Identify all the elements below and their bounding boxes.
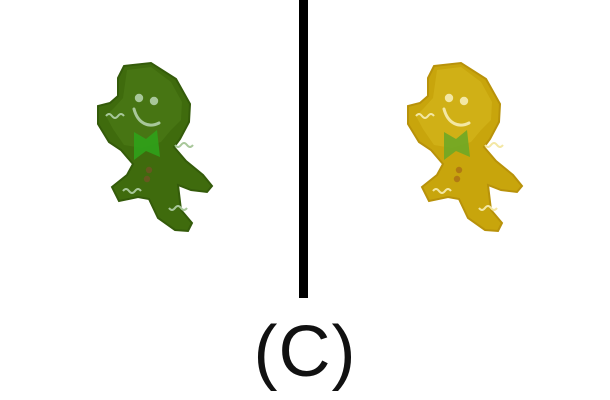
vertical-divider (299, 0, 308, 298)
gingerbread-eye-left (134, 93, 144, 103)
left-image-panel (0, 0, 300, 300)
figure-label: (C) (253, 312, 357, 392)
gingerbread-icing-leg-left (122, 188, 142, 194)
gingerbread-button-1 (455, 166, 463, 174)
gingerbread-figure (97, 61, 214, 233)
gingerbread-figure (407, 61, 524, 233)
gingerbread-bow (134, 130, 160, 160)
gingerbread-icing-arm-left (105, 113, 125, 119)
gingerbread-smile (442, 107, 471, 127)
gingerbread-shading (106, 67, 182, 148)
green-gingerbread-icon (97, 61, 214, 233)
gingerbread-icing-arm-right (174, 142, 194, 148)
right-image-panel (310, 0, 610, 300)
gingerbread-smile (132, 107, 161, 127)
gingerbread-button-2 (453, 175, 461, 183)
gingerbread-button-2 (143, 175, 151, 183)
yellow-gingerbread-icon (407, 61, 524, 233)
gingerbread-icing-arm-left (415, 113, 435, 119)
gingerbread-shading (416, 67, 492, 148)
gingerbread-button-1 (145, 166, 153, 174)
gingerbread-icing-arm-right (484, 142, 504, 148)
gingerbread-eye-right (459, 96, 469, 106)
gingerbread-eye-left (444, 93, 454, 103)
gingerbread-bow (444, 130, 470, 160)
gingerbread-icing-leg-right (168, 205, 188, 211)
gingerbread-eye-right (149, 96, 159, 106)
gingerbread-icing-leg-right (478, 205, 498, 211)
gingerbread-icing-leg-left (432, 188, 452, 194)
